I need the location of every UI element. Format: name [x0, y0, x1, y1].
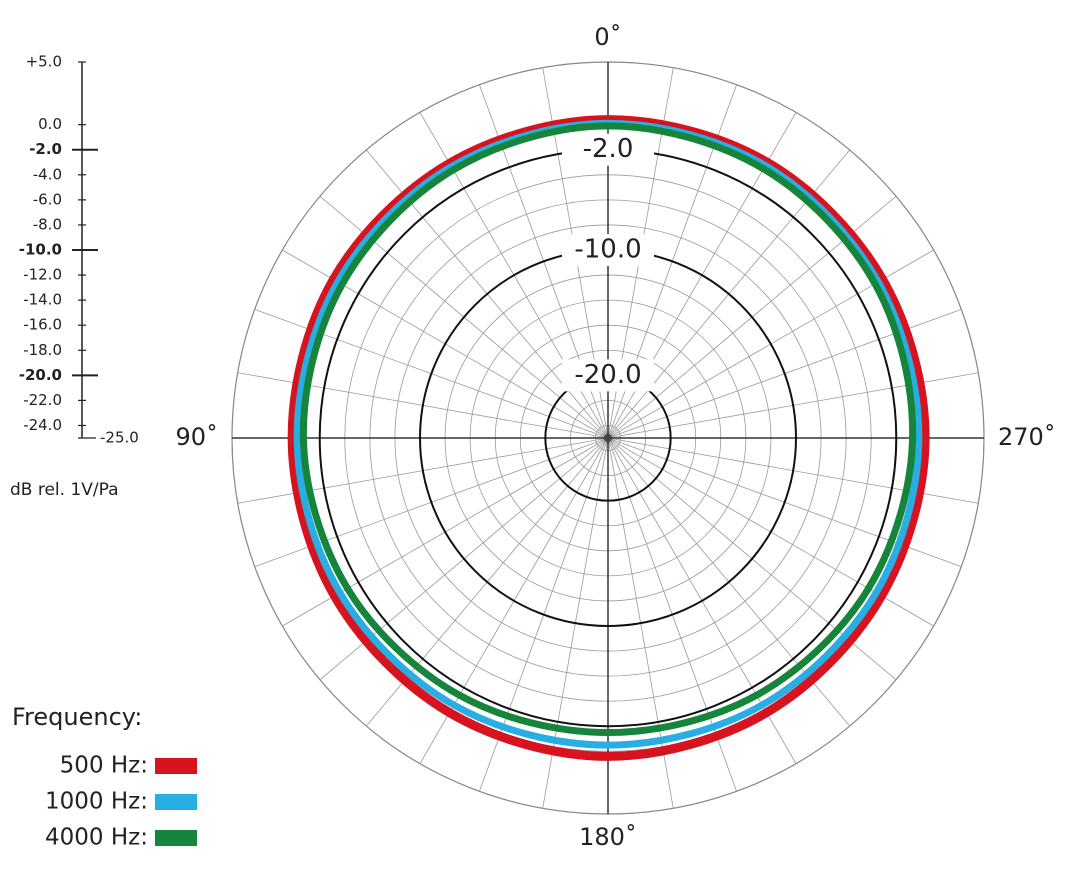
ring-label-bg: [562, 133, 654, 166]
y-tick-label: -14.0: [23, 291, 62, 309]
legend-title: Frequency:: [12, 703, 142, 731]
y-tick-label: -25.0: [100, 429, 139, 447]
ring-label: -20.0: [574, 360, 641, 390]
y-axis-label: dB rel. 1V/Pa: [10, 480, 119, 500]
series-line: [293, 119, 923, 749]
theta-label: 180˚: [579, 823, 637, 851]
legend-swatch: [155, 830, 197, 846]
y-tick-label: -20.0: [19, 366, 62, 384]
theta-label: 0˚: [594, 23, 621, 51]
legend-label: 500 Hz:: [60, 753, 148, 779]
ring-label-bg: [562, 234, 654, 266]
theta-label: 270˚: [998, 423, 1056, 451]
y-tick-label: +5.0: [26, 53, 62, 71]
y-tick-label: 0.0: [38, 115, 62, 133]
y-tick-label: -22.0: [23, 391, 62, 409]
ring-label: -2.0: [583, 134, 634, 164]
y-tick-label: -4.0: [33, 165, 62, 183]
y-tick-label: -6.0: [33, 190, 62, 208]
series-line: [287, 115, 930, 761]
center-dot: [604, 434, 612, 442]
theta-label: 90˚: [175, 423, 218, 451]
legend-swatch: [155, 794, 197, 810]
y-tick-label: -18.0: [23, 341, 62, 359]
y-tick-label: -12.0: [23, 266, 62, 284]
legend-swatch: [155, 758, 197, 774]
y-tick-label: -8.0: [33, 215, 62, 233]
legend-label: 4000 Hz:: [45, 825, 148, 851]
y-tick-label: -10.0: [19, 241, 62, 259]
y-tick-label: -16.0: [23, 316, 62, 334]
y-tick-label: -24.0: [23, 416, 62, 434]
y-tick-label: -2.0: [29, 140, 62, 158]
ring-label-bg: [562, 359, 654, 392]
series-line: [299, 122, 917, 737]
ring-label: -10.0: [574, 235, 641, 265]
legend-label: 1000 Hz:: [45, 789, 148, 815]
